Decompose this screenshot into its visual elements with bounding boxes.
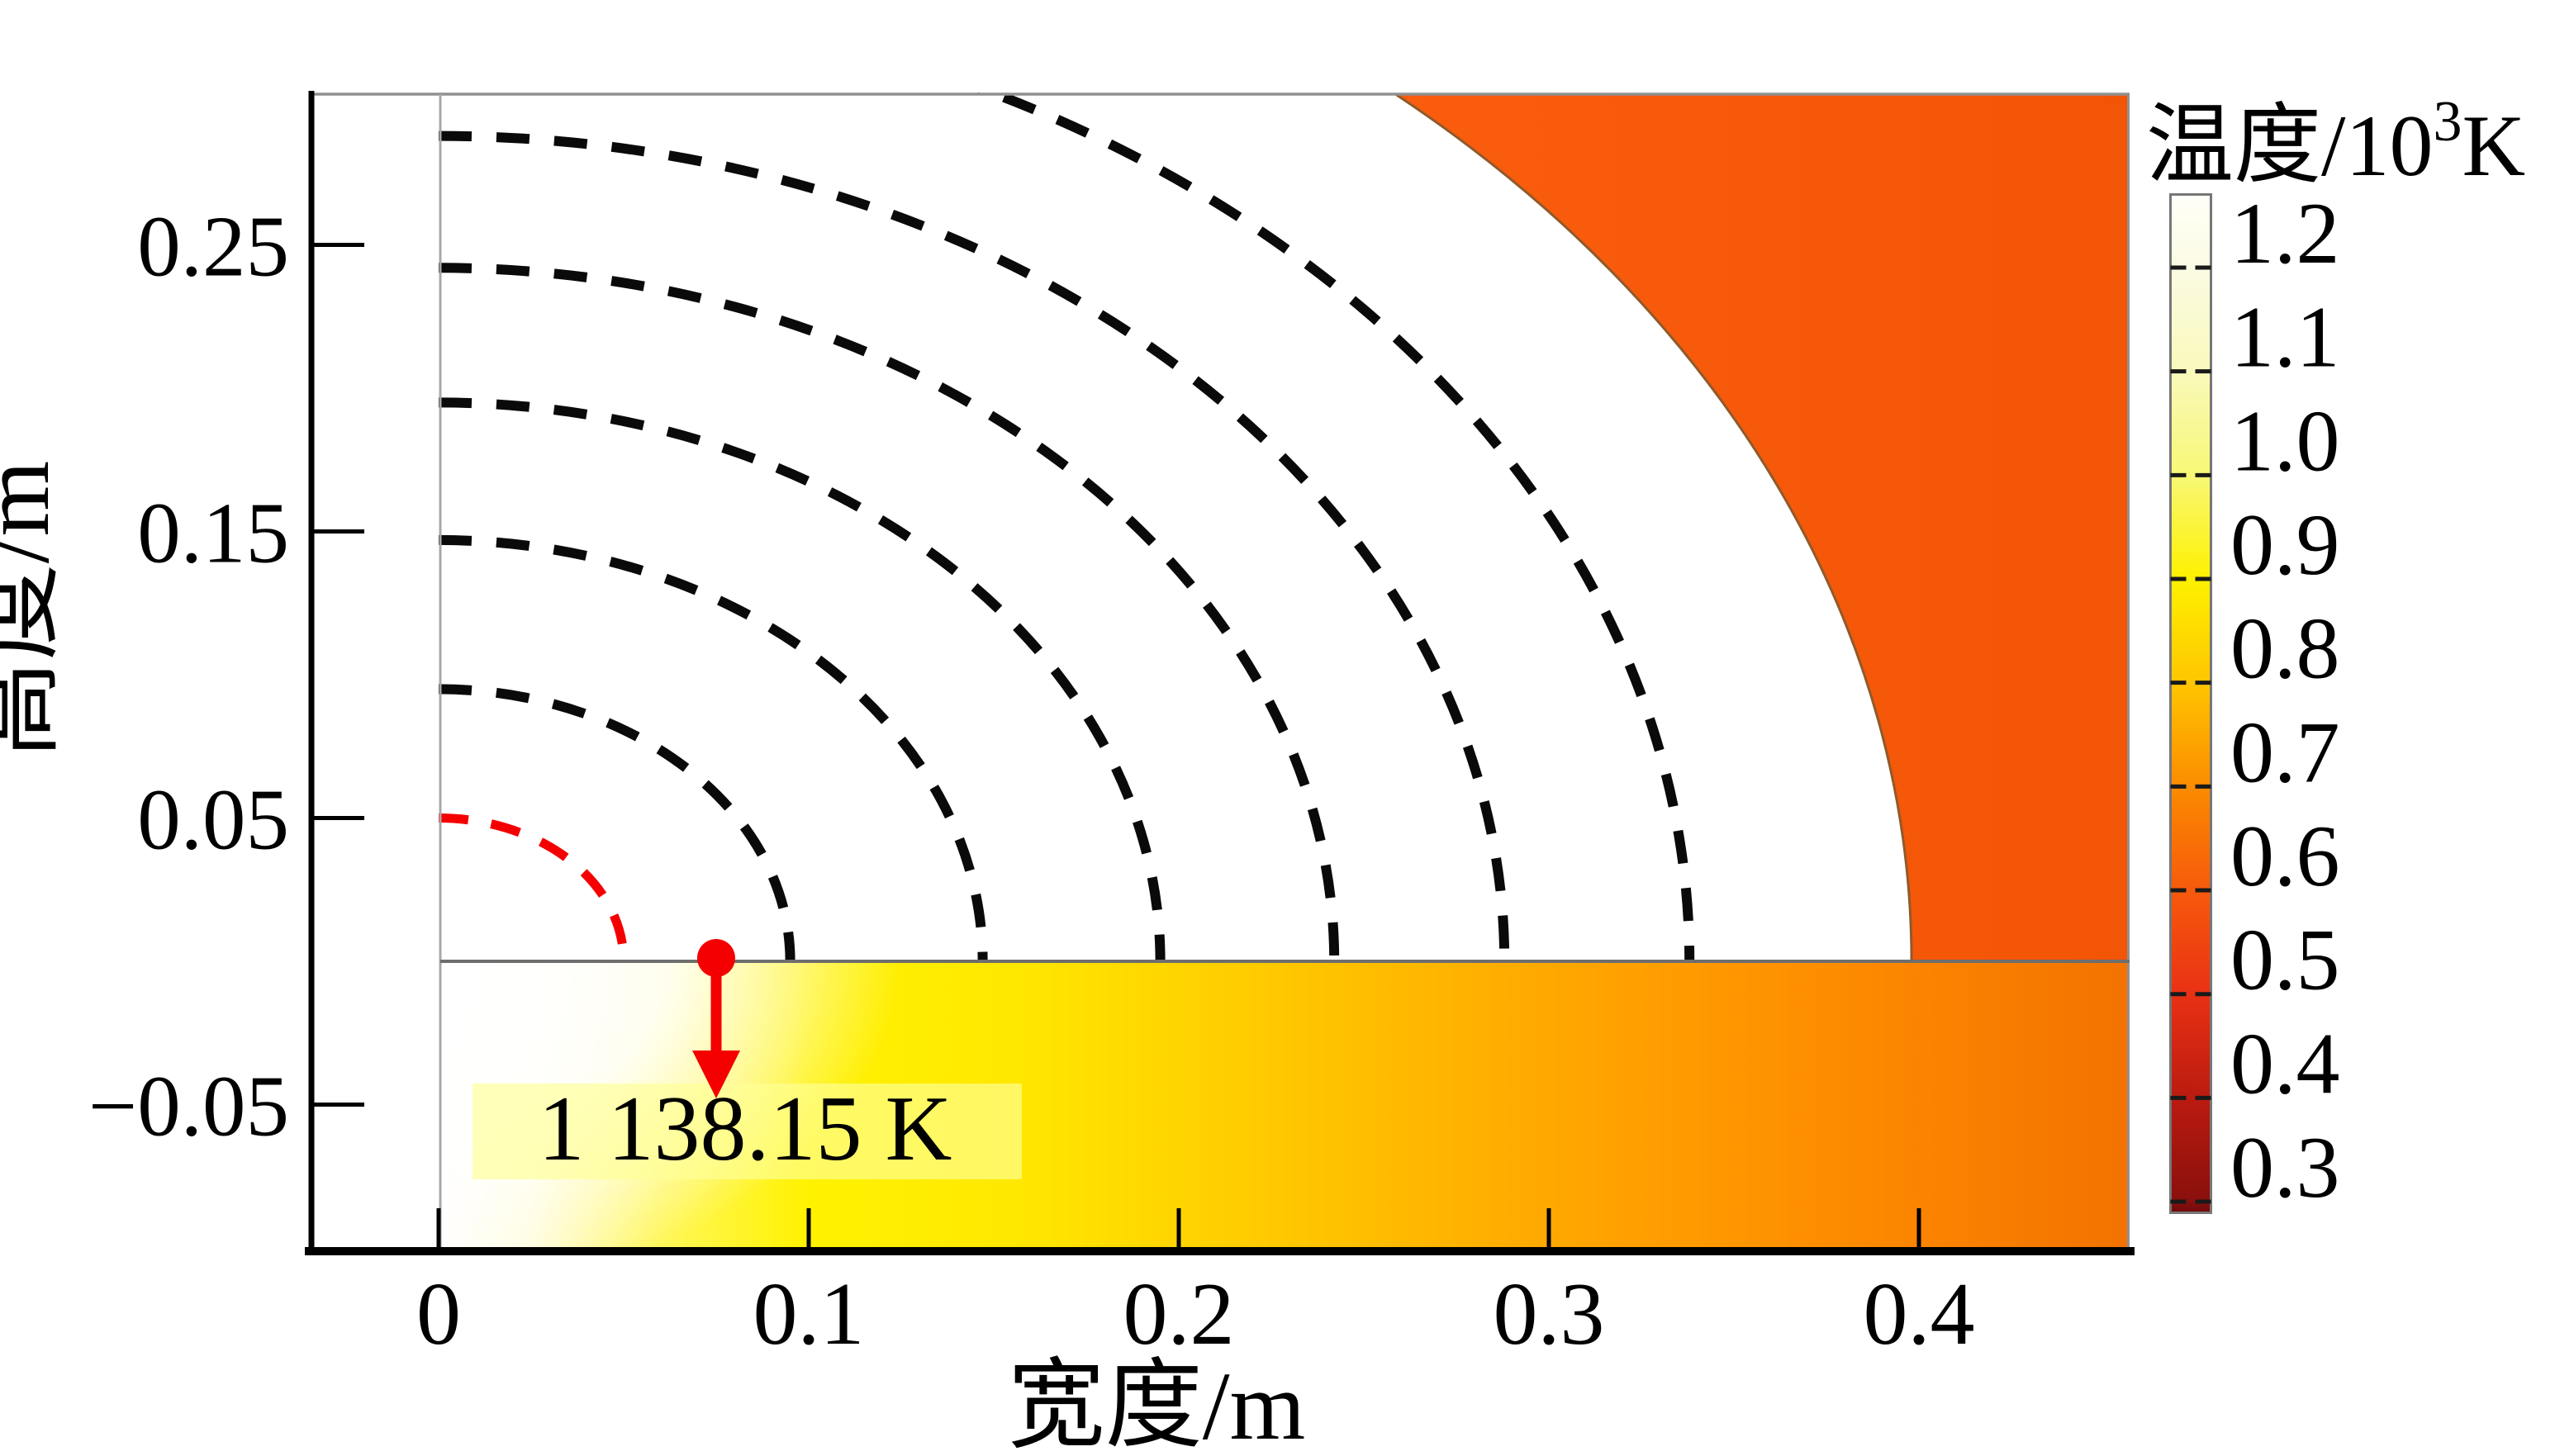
outer-cool-region bbox=[1395, 94, 2130, 961]
colorbar-frame bbox=[2169, 193, 2212, 1214]
annotation-point-dot bbox=[697, 939, 735, 977]
colorbar-tick-label: 1.0 bbox=[2230, 392, 2340, 489]
y-tick-label: 0.25 bbox=[137, 198, 289, 295]
y-tick-label: 0.05 bbox=[137, 771, 289, 868]
annotation-text: 1 138.15 K bbox=[539, 1078, 952, 1180]
isotherm-contour-black bbox=[438, 534, 988, 962]
colorbar-tick-label: 1.2 bbox=[2230, 185, 2340, 282]
x-axis-title: 宽度/m bbox=[1008, 1352, 1306, 1456]
y-tick-label: 0.15 bbox=[137, 485, 289, 581]
colorbar-tick-label: 1.1 bbox=[2230, 289, 2340, 386]
y-axis-title: 高度/m bbox=[0, 461, 69, 759]
colorbar-tick-label: 0.7 bbox=[2230, 704, 2340, 800]
colorbar-gradient-bar bbox=[2172, 196, 2210, 1212]
x-tick-label: 0.4 bbox=[1864, 1265, 1975, 1364]
isotherm-contour-black bbox=[438, 684, 795, 962]
colorbar-tick-label: 0.4 bbox=[2230, 1015, 2340, 1112]
annotation-arrowhead bbox=[692, 1051, 740, 1098]
colorbar-tick-label: 0.8 bbox=[2230, 600, 2340, 697]
colorbar-tick-label: 0.6 bbox=[2230, 808, 2340, 904]
colorbar-title: 温度/103K bbox=[2146, 90, 2525, 194]
colorbar: 1.21.11.00.90.80.70.60.50.40.3 温度/103K bbox=[2146, 90, 2525, 1216]
isotherm-contour-black bbox=[977, 92, 1695, 962]
y-tick-label: −0.05 bbox=[88, 1058, 289, 1155]
annotation-label-box bbox=[473, 1084, 1022, 1179]
colorbar-tick-label: 0.5 bbox=[2230, 912, 2340, 1008]
isotherm-contour-black bbox=[438, 130, 1510, 962]
colorbar-tick-label: 0.3 bbox=[2230, 1119, 2340, 1216]
isotherm-contour-black bbox=[438, 397, 1166, 962]
x-tick-label: 0 bbox=[416, 1265, 461, 1364]
x-tick-label: 0.3 bbox=[1494, 1265, 1605, 1364]
x-tick-label: 0.2 bbox=[1123, 1265, 1235, 1364]
x-tick-label: 0.1 bbox=[753, 1265, 865, 1364]
colorbar-tick-label: 0.9 bbox=[2230, 496, 2340, 593]
isotherm-contour-red-1138K bbox=[438, 813, 629, 962]
hot-zone-boundary-line bbox=[1394, 92, 1913, 962]
